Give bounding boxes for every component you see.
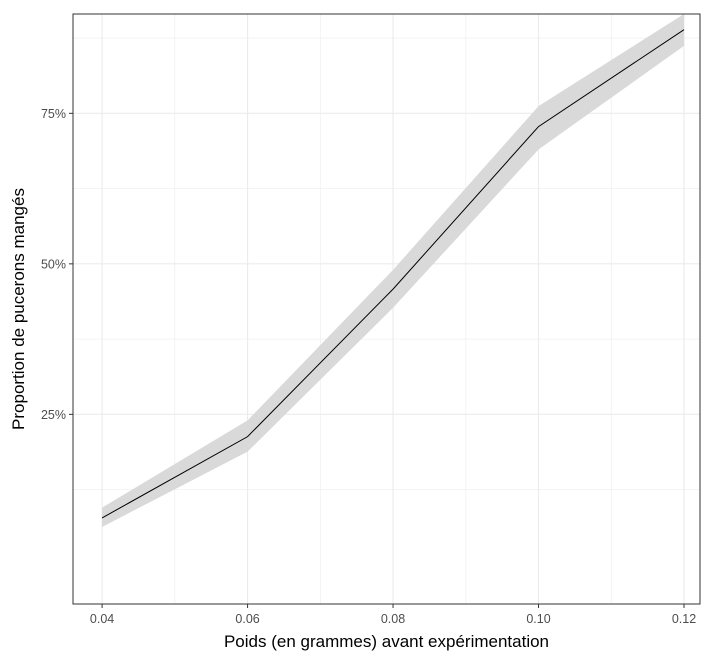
x-tick-label: 0.04 — [90, 612, 114, 626]
y-tick-label: 50% — [41, 257, 66, 271]
x-tick-labels: 0.04 0.06 0.08 0.10 0.12 — [90, 612, 696, 626]
y-axis-title: Proportion de pucerons mangés — [9, 188, 28, 430]
x-tick-label: 0.06 — [235, 612, 259, 626]
y-tick-label: 75% — [41, 107, 66, 121]
y-tick-label: 25% — [41, 408, 66, 422]
minor-gridlines — [73, 14, 700, 604]
x-tick-label: 0.10 — [526, 612, 550, 626]
axis-ticks — [69, 112, 685, 608]
confidence-ribbon — [102, 14, 685, 527]
x-axis-title: Poids (en grammes) avant expérimentation — [224, 632, 549, 651]
x-tick-label: 0.08 — [381, 612, 405, 626]
panel-border — [72, 13, 701, 605]
x-tick-label: 0.12 — [672, 612, 696, 626]
series-line — [101, 29, 685, 519]
confidence-ribbons — [102, 14, 685, 527]
series-lines — [101, 29, 685, 519]
y-tick-labels: 25% 50% 75% — [41, 107, 66, 422]
